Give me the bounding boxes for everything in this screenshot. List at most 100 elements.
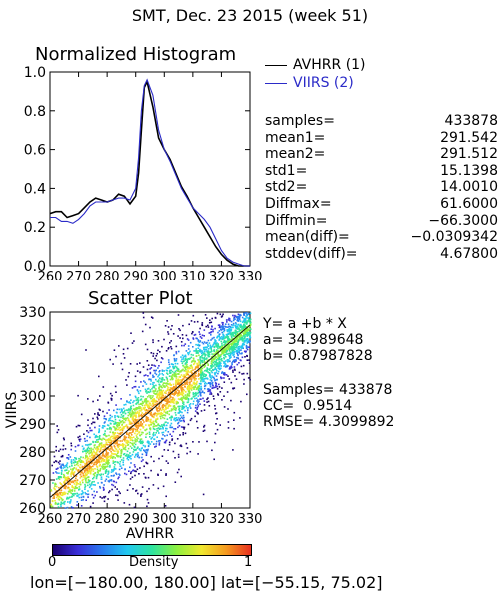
- density-point: [77, 394, 79, 397]
- density-point: [106, 412, 108, 414]
- density-point: [211, 371, 213, 374]
- density-point: [218, 324, 221, 326]
- density-point: [233, 348, 236, 350]
- density-point: [159, 407, 161, 410]
- density-point: [104, 434, 106, 436]
- density-point: [181, 362, 184, 364]
- density-point: [82, 478, 84, 481]
- density-point: [148, 433, 151, 435]
- density-point: [238, 330, 240, 333]
- density-point: [214, 404, 216, 407]
- density-point: [185, 442, 188, 445]
- density-point: [187, 397, 190, 400]
- density-point: [59, 491, 61, 494]
- density-point: [215, 363, 218, 365]
- density-point: [227, 326, 229, 328]
- density-point: [93, 480, 95, 483]
- density-point: [180, 475, 182, 478]
- density-point: [176, 362, 179, 365]
- density-point: [186, 338, 189, 340]
- density-point: [185, 377, 188, 379]
- density-point: [188, 388, 191, 390]
- density-point: [190, 364, 193, 366]
- density-point: [131, 453, 134, 456]
- density-point: [190, 365, 193, 368]
- density-point: [131, 422, 133, 425]
- density-point: [214, 441, 216, 444]
- density-point: [198, 385, 200, 387]
- density-point: [223, 330, 225, 333]
- density-point: [217, 353, 219, 355]
- density-point: [119, 411, 122, 414]
- density-point: [187, 371, 189, 373]
- density-point: [163, 379, 166, 381]
- histogram-y-tick-label: 1.0: [24, 65, 46, 81]
- density-point: [63, 491, 66, 494]
- density-point: [215, 383, 218, 385]
- density-point: [125, 436, 127, 439]
- density-point: [235, 316, 238, 319]
- density-point: [243, 329, 246, 332]
- density-point: [67, 501, 69, 503]
- density-point: [53, 487, 56, 490]
- density-point: [196, 364, 199, 366]
- density-point: [167, 386, 169, 389]
- density-point: [217, 367, 220, 370]
- density-point: [109, 358, 111, 361]
- density-point: [201, 390, 204, 393]
- density-point: [166, 401, 169, 404]
- density-point: [86, 444, 89, 446]
- density-point: [90, 467, 93, 470]
- density-point: [231, 340, 233, 343]
- density-point: [232, 341, 234, 344]
- density-point: [146, 405, 149, 407]
- density-point: [221, 315, 224, 317]
- density-point: [184, 368, 187, 370]
- density-point: [244, 320, 246, 323]
- density-point: [186, 381, 188, 383]
- legend-swatch-viirs: [265, 82, 287, 84]
- density-point: [103, 496, 106, 499]
- density-point: [135, 408, 138, 411]
- density-point: [81, 466, 84, 469]
- density-point: [170, 422, 173, 425]
- density-point: [150, 352, 153, 354]
- density-point: [138, 473, 140, 475]
- density-point: [244, 339, 246, 342]
- density-point: [214, 382, 217, 384]
- density-point: [196, 400, 198, 402]
- density-point: [229, 340, 231, 342]
- density-point: [205, 342, 207, 344]
- density-point: [210, 365, 212, 368]
- density-point: [223, 362, 225, 364]
- density-point: [146, 417, 148, 420]
- density-point: [127, 418, 130, 420]
- density-point: [127, 440, 130, 442]
- density-point: [212, 395, 215, 397]
- density-point: [215, 384, 217, 387]
- density-point: [152, 422, 155, 425]
- density-point: [193, 360, 195, 362]
- density-point: [232, 351, 234, 353]
- density-point: [170, 346, 172, 348]
- density-point: [77, 483, 80, 485]
- density-point: [201, 352, 204, 354]
- density-point: [243, 330, 246, 333]
- density-point: [198, 372, 200, 375]
- density-point: [62, 444, 65, 447]
- density-point: [89, 452, 92, 454]
- density-point: [214, 340, 216, 343]
- density-point: [156, 380, 159, 383]
- density-point: [144, 429, 147, 432]
- density-point: [149, 412, 152, 415]
- density-point: [239, 313, 241, 316]
- density-point: [125, 403, 127, 406]
- density-point: [74, 464, 76, 467]
- density-point: [156, 417, 159, 420]
- density-point: [183, 375, 185, 378]
- density-point: [126, 426, 129, 428]
- density-point: [137, 452, 139, 454]
- density-point: [174, 387, 176, 390]
- histogram-title: Normalized Histogram: [35, 44, 237, 65]
- density-point: [137, 400, 140, 403]
